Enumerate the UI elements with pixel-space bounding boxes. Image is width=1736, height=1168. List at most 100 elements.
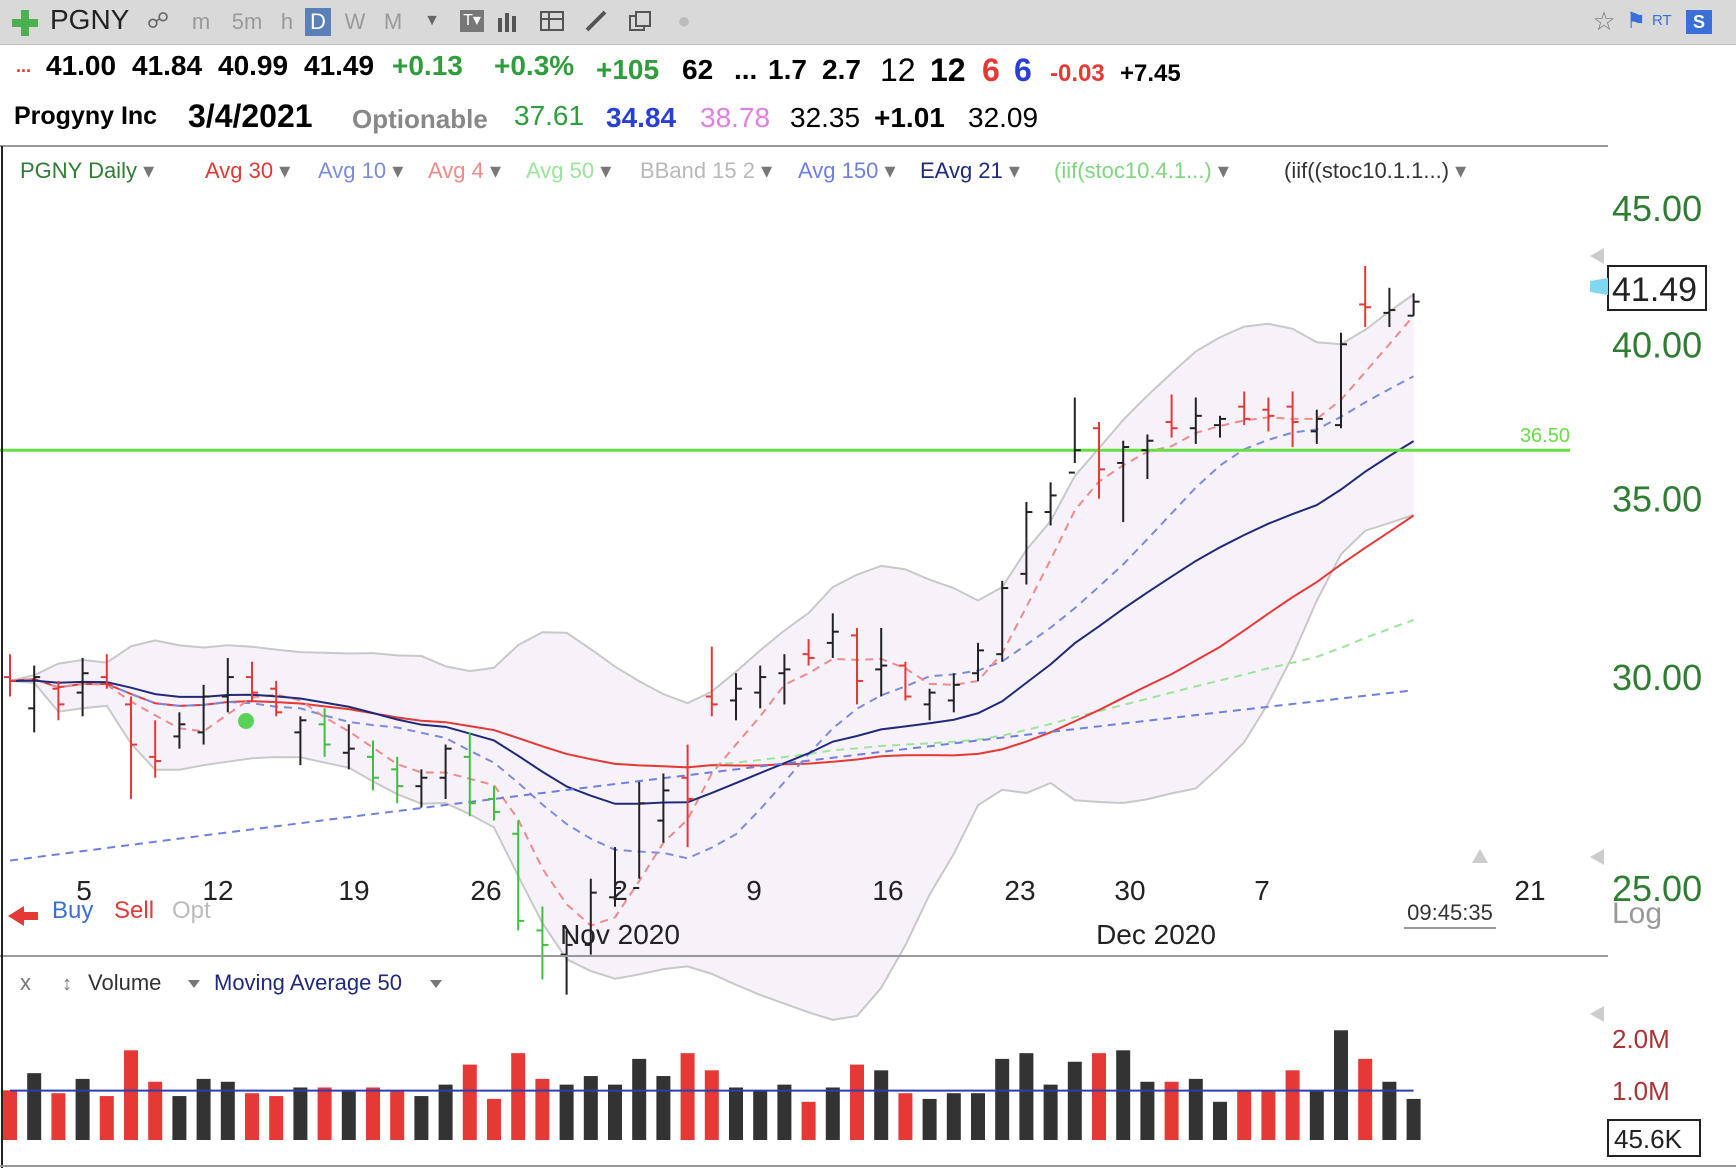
realtime-badge[interactable]: RT	[1652, 12, 1672, 29]
moving-average-dropdown-icon[interactable]	[430, 980, 442, 988]
volume-move-icon[interactable]: ↕	[62, 973, 72, 995]
eavg-21-line	[9, 440, 1415, 805]
flag-icon[interactable]: ⚑	[1626, 8, 1646, 33]
volume-scroll-left-icon[interactable]	[1590, 1006, 1604, 1022]
optionable-label: Optionable	[352, 104, 488, 134]
indicator-label: (iif(stoc10.4.1...)	[1054, 158, 1212, 183]
ohlc-bar	[681, 744, 694, 848]
indicator-1[interactable]: Avg 30 ▾	[205, 158, 290, 184]
quote-value-j: +7.45	[1120, 60, 1181, 87]
ohlc-bar	[947, 673, 960, 713]
quote-value-d: 2.7	[822, 54, 861, 85]
ohlc-bar	[28, 665, 41, 733]
chevron-down-icon[interactable]: ▾	[273, 158, 291, 183]
indicator-5[interactable]: BBand 15 2 ▾	[640, 158, 772, 184]
chevron-down-icon[interactable]: ▾	[483, 158, 502, 183]
interval-hour[interactable]: h	[280, 9, 294, 34]
moving-average-label[interactable]: Moving Average 50	[214, 970, 402, 995]
volume-bar	[801, 1101, 816, 1140]
table-icon[interactable]	[540, 10, 564, 32]
indicator-6[interactable]: Avg 150 ▾	[798, 158, 896, 184]
close-volume-icon[interactable]: x	[20, 970, 31, 995]
ohlc-bar	[1310, 409, 1323, 444]
interval-daily[interactable]: D	[305, 8, 331, 36]
chevron-down-icon[interactable]: ▾	[754, 158, 773, 183]
ohlc-bar	[1383, 287, 1396, 328]
volume-bar	[341, 1090, 356, 1140]
indicator-0[interactable]: PGNY Daily ▾	[20, 158, 154, 184]
text-type-icon[interactable]: T▾	[460, 10, 484, 32]
interval-monthly[interactable]: M	[383, 9, 403, 34]
time-label: 09:45:35	[1407, 900, 1493, 925]
ohlc-bar	[100, 654, 113, 689]
indicator-2[interactable]: Avg 10 ▾	[318, 158, 403, 184]
share-icon[interactable]: ●	[677, 8, 691, 33]
volume-bar	[583, 1076, 598, 1140]
volume-bar	[124, 1050, 138, 1140]
chevron-down-icon[interactable]: ▾	[1211, 158, 1229, 183]
ohlc-bar	[1141, 434, 1154, 480]
volume-bar	[995, 1058, 1010, 1140]
price-tick-label: 35.00	[1612, 479, 1702, 520]
indicator-3[interactable]: Avg 4 ▾	[428, 158, 501, 184]
date-tick-label: 23	[1004, 875, 1035, 906]
stock-chart[interactable]: 36.50 45.00 40.00 35.00 30.00 25.00 41.49 Lo…	[0, 145, 1736, 1168]
add-symbol-icon[interactable]	[10, 8, 40, 38]
s-badge[interactable]: S	[1686, 10, 1712, 34]
volume-bar	[438, 1084, 453, 1140]
low-price: 40.99	[218, 50, 289, 81]
scroll-left-arrow-icon[interactable]	[1590, 849, 1604, 865]
chevron-down-icon[interactable]: ▼	[424, 12, 440, 29]
copy-icon[interactable]	[628, 10, 652, 32]
volume-bars	[3, 1030, 1421, 1140]
ohlc-bar	[730, 673, 742, 721]
bar-chart-icon[interactable]	[496, 10, 520, 32]
indicator-9[interactable]: (iif((stoc10.1.1...) ▾	[1284, 158, 1466, 184]
chevron-down-icon[interactable]: ▾	[594, 158, 612, 183]
chevron-down-icon[interactable]: ▾	[386, 158, 404, 183]
indicator-7[interactable]: EAvg 21 ▾	[920, 158, 1020, 184]
pencil-icon[interactable]	[584, 10, 608, 32]
stat-value-2: 34.84	[606, 102, 677, 133]
price-tick-label: 40.00	[1612, 324, 1702, 365]
indicator-8[interactable]: (iif(stoc10.4.1...) ▾	[1054, 158, 1229, 184]
scale-toggle-log[interactable]: Log	[1612, 897, 1662, 930]
scroll-up-arrow-icon[interactable]	[1472, 849, 1488, 863]
date-tick-label: 2	[612, 875, 628, 906]
volume-label[interactable]: Volume	[88, 970, 161, 995]
volume-bar	[1309, 1090, 1324, 1140]
star-icon[interactable]: ☆	[1592, 6, 1616, 36]
interval-5min[interactable]: 5m	[231, 9, 263, 34]
avg-30-line	[9, 514, 1415, 769]
interval-minute[interactable]: m	[191, 9, 211, 34]
indicator-4[interactable]: Avg 50 ▾	[526, 158, 611, 184]
symbol-input[interactable]: PGNY	[50, 4, 130, 35]
opt-button[interactable]: Opt	[172, 897, 211, 924]
buy-button[interactable]: Buy	[52, 897, 93, 924]
ohlc-bar	[1020, 502, 1033, 585]
avg-4-line	[9, 315, 1415, 927]
trade-arrow-icon[interactable]	[8, 906, 38, 926]
ohlc-bar	[1189, 397, 1202, 444]
volume-bar	[656, 1076, 671, 1140]
ohlc-bar	[609, 847, 621, 907]
scroll-left-arrow-top-icon[interactable]	[1590, 248, 1604, 264]
ohlc-bar	[633, 781, 646, 889]
chevron-down-icon[interactable]: ▾	[136, 158, 155, 183]
ohlc-bar	[972, 642, 984, 681]
interval-weekly[interactable]: W	[344, 9, 366, 34]
volume-bar	[1188, 1078, 1203, 1140]
chevron-down-icon[interactable]: ▾	[878, 158, 896, 183]
volume-bar	[511, 1053, 526, 1140]
date-tick-label: 30	[1114, 875, 1145, 906]
ohlc-bar	[270, 680, 283, 717]
link-icon[interactable]: ☍	[146, 8, 170, 33]
chevron-down-icon[interactable]: ▾	[1002, 158, 1020, 183]
ohlc-bar	[851, 627, 863, 705]
volume-dropdown-icon[interactable]	[188, 980, 200, 988]
chevron-down-icon[interactable]: ▾	[1449, 158, 1467, 183]
date-tick-label: 19	[338, 875, 369, 906]
ohlc-bar	[1335, 332, 1347, 429]
sell-button[interactable]: Sell	[114, 897, 154, 924]
ohlc-bar	[415, 769, 428, 808]
